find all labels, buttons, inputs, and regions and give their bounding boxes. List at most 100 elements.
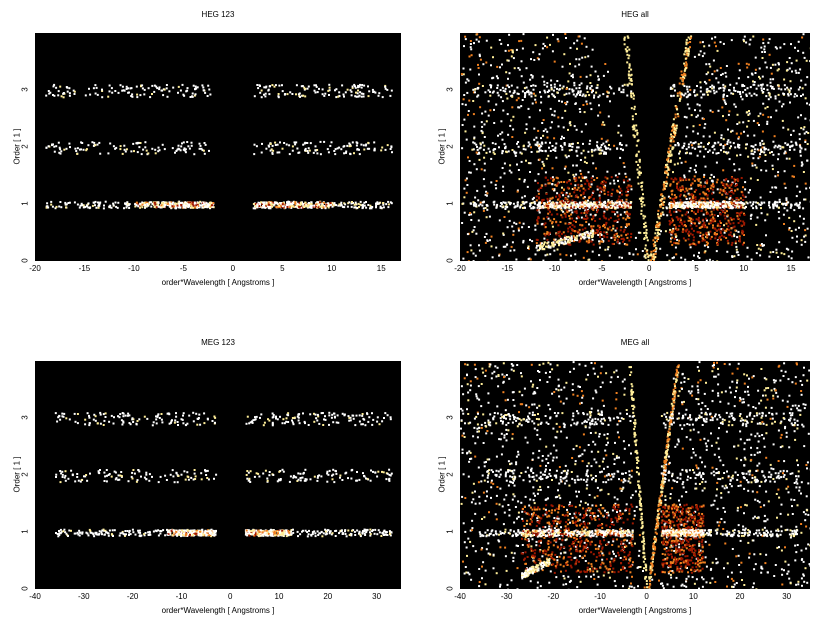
count-pixel [327,206,330,209]
count-pixel [731,129,734,132]
count-pixel [672,123,675,126]
count-pixel [131,93,134,96]
count-pixel [610,236,613,239]
count-pixel [261,202,264,205]
count-pixel [530,95,533,98]
count-pixel [570,182,573,185]
count-pixel [253,143,256,146]
count-pixel [637,182,640,185]
count-pixel [544,149,547,152]
count-pixel [796,94,798,97]
count-pixel [721,228,724,231]
count-pixel [700,210,703,213]
count-pixel [573,206,575,209]
count-pixel [108,90,111,93]
count-pixel [513,67,516,70]
count-pixel [757,247,760,250]
count-pixel [759,112,762,115]
count-pixel [567,195,570,198]
count-pixel [695,205,698,208]
count-pixel [359,200,362,203]
count-pixel [291,145,294,148]
count-pixel [688,85,691,88]
count-pixel [698,53,701,56]
count-pixel [177,204,180,207]
count-pixel [674,233,677,236]
count-pixel [729,194,732,197]
count-pixel [551,222,553,225]
count-pixel [675,216,678,219]
count-pixel [598,199,601,202]
count-pixel [631,260,634,261]
count-pixel [193,94,196,97]
count-pixel [496,91,499,94]
count-pixel [477,199,480,202]
count-pixel [254,205,257,208]
count-pixel [553,86,556,89]
count-pixel [589,185,592,188]
count-pixel [545,203,548,206]
count-pixel [607,246,610,249]
count-pixel [495,246,498,249]
count-pixel [665,206,668,209]
count-pixel [552,94,555,97]
count-pixel [679,97,682,100]
count-pixel [196,86,199,89]
count-pixel [511,106,514,109]
count-pixel [612,236,615,239]
count-pixel [337,95,340,98]
count-pixel [203,142,206,144]
count-pixel [734,185,737,187]
count-pixel [204,143,207,146]
count-pixel [804,240,807,243]
count-pixel [716,242,719,245]
count-pixel [698,178,701,181]
count-pixel [585,176,588,179]
count-pixel [743,40,745,43]
count-pixel [571,204,574,207]
count-pixel [663,181,666,184]
count-pixel [805,59,808,62]
count-pixel [708,79,711,82]
count-pixel [603,216,606,219]
count-pixel [294,205,297,208]
count-pixel [599,232,602,235]
count-pixel [750,145,753,148]
count-pixel [644,254,647,257]
count-pixel [321,88,324,91]
count-pixel [726,203,729,205]
count-pixel [574,259,577,261]
count-pixel [781,105,783,108]
count-pixel [153,90,156,93]
count-pixel [688,50,690,53]
count-pixel [164,204,166,206]
count-pixel [506,113,509,116]
count-pixel [671,146,674,149]
count-pixel [511,50,514,53]
count-pixel [685,225,687,228]
count-pixel [669,197,672,200]
count-pixel [691,182,694,185]
count-pixel [687,48,690,51]
count-pixel [669,183,672,186]
count-pixel [524,131,527,134]
count-pixel [310,203,313,206]
count-pixel [320,205,323,208]
count-pixel [672,199,675,202]
count-pixel [713,70,716,73]
count-pixel [54,207,57,210]
count-pixel [194,85,197,88]
count-pixel [753,134,756,137]
count-pixel [694,171,697,174]
count-pixel [583,232,586,235]
count-pixel [646,239,649,242]
count-pixel [611,188,614,191]
count-pixel [481,85,484,87]
count-pixel [543,243,545,246]
count-pixel [350,202,353,205]
count-pixel [562,237,565,240]
count-pixel [773,203,776,206]
count-pixel [634,113,637,115]
count-pixel [661,197,664,200]
count-pixel [546,253,549,256]
